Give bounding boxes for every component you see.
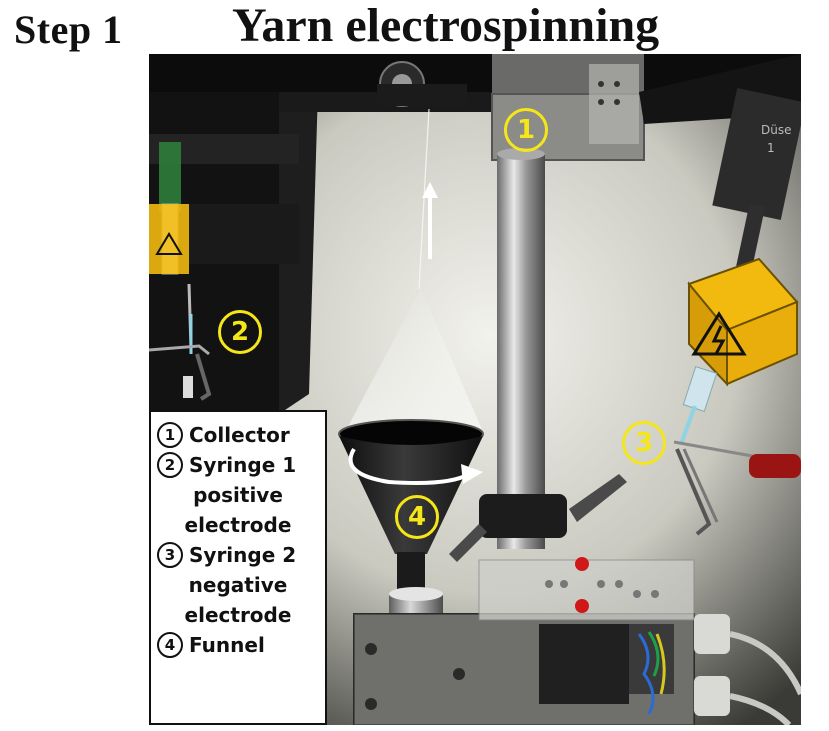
callout-funnel: 4 <box>395 495 439 539</box>
legend-item-syringe-2: 3 Syringe 2 negative electrode <box>157 540 319 630</box>
legend-text-collector: Collector <box>189 423 290 447</box>
legend-item-collector: 1 Collector <box>157 420 319 450</box>
nozzle-number: 1 <box>767 141 775 155</box>
legend-text-syringe-2: Syringe 2 <box>189 543 297 567</box>
legend-text-positive: positive <box>193 483 283 507</box>
apparatus-photo: Düse 1 <box>149 54 801 725</box>
legend-number-4: 4 <box>157 631 183 658</box>
legend-text-electrode-2: electrode <box>184 603 292 627</box>
callout-collector: 1 <box>504 108 548 152</box>
figure-title: Yarn electrospinning <box>232 0 660 52</box>
legend-item-funnel: 4 Funnel <box>157 630 319 660</box>
legend-text-syringe-1: Syringe 1 <box>189 453 297 477</box>
callout-syringe-1: 2 <box>218 310 262 354</box>
legend-item-syringe-1: 2 Syringe 1 positive electrode <box>157 450 319 540</box>
legend-number-1: 1 <box>157 421 183 448</box>
legend-text-negative: negative <box>188 573 288 597</box>
step-label: Step 1 <box>14 7 123 52</box>
legend-number-3: 3 <box>157 541 183 568</box>
legend-text-funnel: Funnel <box>189 633 265 657</box>
callout-syringe-2: 3 <box>622 421 666 465</box>
legend-box: 1 Collector 2 Syringe 1 positive electrode… <box>149 410 327 725</box>
legend-text-electrode-1: electrode <box>184 513 292 537</box>
legend-number-2: 2 <box>157 451 183 478</box>
nozzle-label: Düse <box>761 123 791 137</box>
